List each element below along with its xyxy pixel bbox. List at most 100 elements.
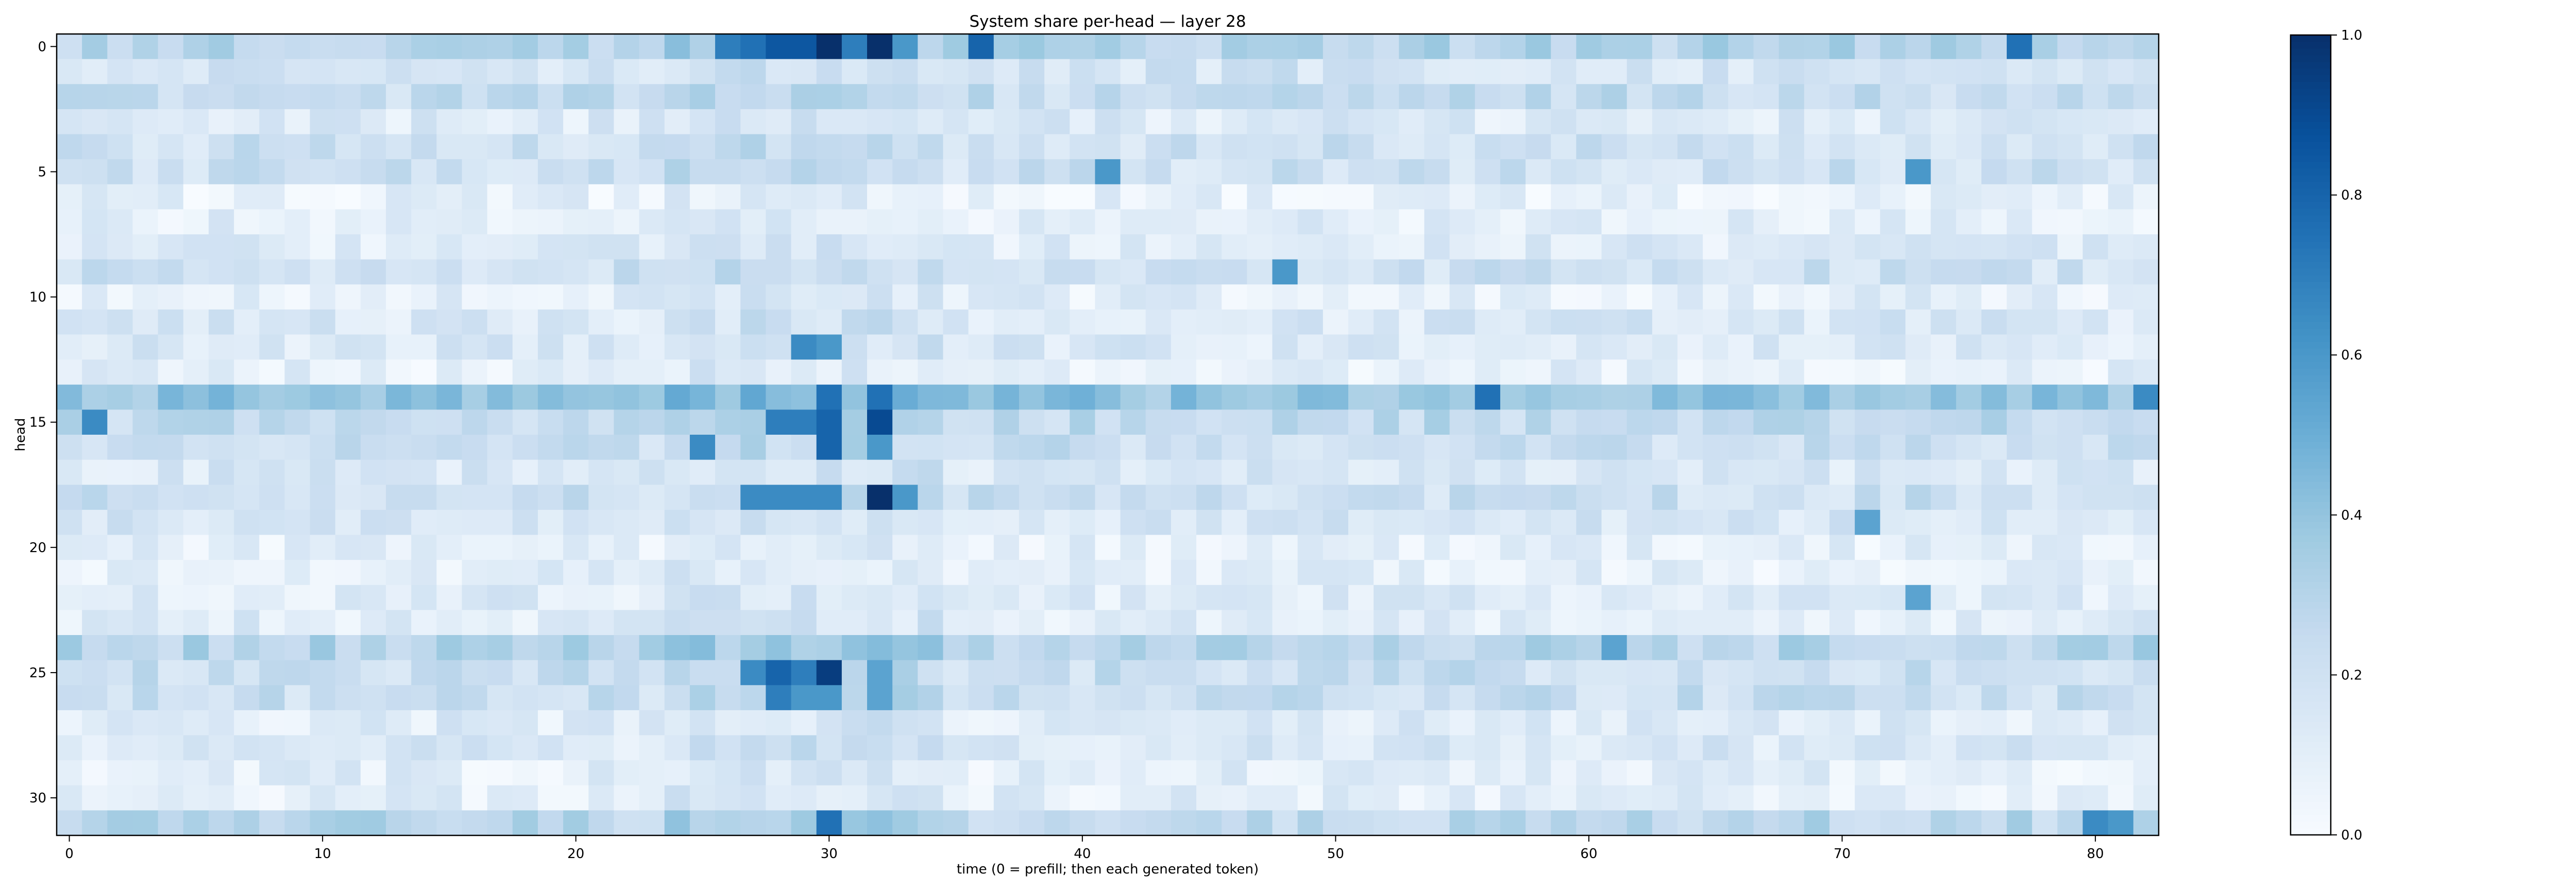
heatmap-cell: [335, 760, 361, 786]
heatmap-cell: [943, 509, 969, 536]
heatmap-cell: [1145, 409, 1172, 435]
heatmap-cell: [436, 760, 463, 786]
heatmap-cell: [2108, 209, 2134, 235]
heatmap-cell: [867, 509, 893, 536]
heatmap-cell: [1930, 259, 1957, 285]
heatmap-cell: [1728, 459, 1754, 485]
heatmap-cell: [1930, 234, 1957, 260]
heatmap-cell: [1500, 59, 1526, 84]
heatmap-cell: [1551, 810, 1577, 836]
heatmap-cell: [158, 360, 184, 385]
heatmap-cell: [1095, 459, 1121, 485]
heatmap-cell: [867, 259, 893, 285]
heatmap-cell: [841, 685, 868, 711]
heatmap-cell: [284, 585, 311, 610]
heatmap-cell: [537, 610, 564, 636]
heatmap-cell: [1374, 710, 1399, 736]
heatmap-cell: [1019, 259, 1045, 285]
heatmap-cell: [2082, 660, 2109, 686]
heatmap-cell: [411, 134, 437, 160]
heatmap-cell: [1778, 259, 1805, 285]
heatmap-cell: [766, 760, 792, 786]
heatmap-cell: [1247, 810, 1273, 836]
heatmap-cell: [1247, 560, 1273, 586]
heatmap-cell: [2007, 309, 2032, 335]
heatmap-cell: [360, 810, 386, 836]
heatmap-cell: [2057, 334, 2083, 360]
heatmap-cell: [1981, 34, 2007, 60]
heatmap-cell: [614, 59, 640, 84]
heatmap-cell: [968, 535, 994, 560]
heatmap-cell: [1399, 585, 1425, 610]
heatmap-cell: [1449, 134, 1476, 160]
heatmap-cell: [1956, 360, 1982, 385]
heatmap-cell: [1905, 134, 1931, 160]
heatmap-cell: [234, 84, 260, 110]
heatmap-cell: [1171, 785, 1197, 811]
heatmap-cell: [1272, 760, 1298, 786]
heatmap-cell: [1880, 284, 1906, 310]
heatmap-cell: [335, 435, 361, 460]
heatmap-cell: [2108, 685, 2134, 711]
heatmap-cell: [1374, 59, 1399, 84]
heatmap-cell: [1551, 710, 1577, 736]
colorbar-segment: [2291, 175, 2331, 182]
heatmap-cell: [1829, 585, 1855, 610]
heatmap-cell: [841, 334, 868, 360]
heatmap-cell: [1399, 785, 1425, 811]
heatmap-cell: [614, 134, 640, 160]
heatmap-cell: [1855, 459, 1880, 485]
heatmap-cell: [1120, 84, 1146, 110]
heatmap-cell: [462, 710, 488, 736]
heatmap-cell: [1601, 209, 1628, 235]
heatmap-cell: [512, 635, 538, 661]
heatmap-cell: [208, 334, 234, 360]
heatmap-cell: [2007, 785, 2032, 811]
heatmap-cell: [1120, 710, 1146, 736]
heatmap-cell: [614, 209, 640, 235]
heatmap-cell: [462, 635, 488, 661]
heatmap-cell: [1374, 184, 1399, 210]
x-tick-label: 40: [1074, 846, 1091, 862]
heatmap-cell: [740, 635, 766, 661]
heatmap-cell: [1070, 685, 1096, 711]
heatmap-cell: [386, 735, 412, 761]
heatmap-cell: [158, 610, 184, 636]
heatmap-cell: [1323, 459, 1349, 485]
heatmap-cell: [1778, 610, 1805, 636]
heatmap-cell: [892, 685, 918, 711]
heatmap-cell: [892, 735, 918, 761]
heatmap-cell: [284, 535, 311, 560]
heatmap-cell: [1399, 760, 1425, 786]
heatmap-cell: [1247, 284, 1273, 310]
heatmap-cell: [2108, 735, 2134, 761]
heatmap-cell: [1981, 259, 2007, 285]
heatmap-cell: [1019, 459, 1045, 485]
heatmap-cell: [1323, 710, 1349, 736]
colorbar-segment: [2291, 142, 2331, 149]
heatmap-cell: [791, 710, 817, 736]
heatmap-cell: [639, 785, 665, 811]
heatmap-cell: [791, 785, 817, 811]
heatmap-cell: [1981, 409, 2007, 435]
heatmap-cell: [107, 134, 133, 160]
heatmap-cell: [1171, 685, 1197, 711]
colorbar-segment: [2291, 301, 2331, 309]
heatmap-cell: [968, 585, 994, 610]
heatmap-cell: [183, 360, 209, 385]
heatmap-cell: [588, 209, 615, 235]
heatmap-cell: [1981, 660, 2007, 686]
heatmap-cell: [1526, 509, 1551, 536]
heatmap-cell: [2057, 710, 2083, 736]
heatmap-cell: [107, 259, 133, 285]
heatmap-cell: [310, 560, 336, 586]
colorbar-segment: [2291, 368, 2331, 375]
heatmap-cell: [639, 209, 665, 235]
heatmap-cell: [2057, 259, 2083, 285]
heatmap-cell: [1095, 585, 1121, 610]
heatmap-cell: [1044, 509, 1070, 536]
heatmap-cell: [715, 209, 741, 235]
heatmap-cell: [993, 459, 1020, 485]
heatmap-cell: [2133, 485, 2159, 510]
heatmap-cell: [1475, 485, 1501, 510]
